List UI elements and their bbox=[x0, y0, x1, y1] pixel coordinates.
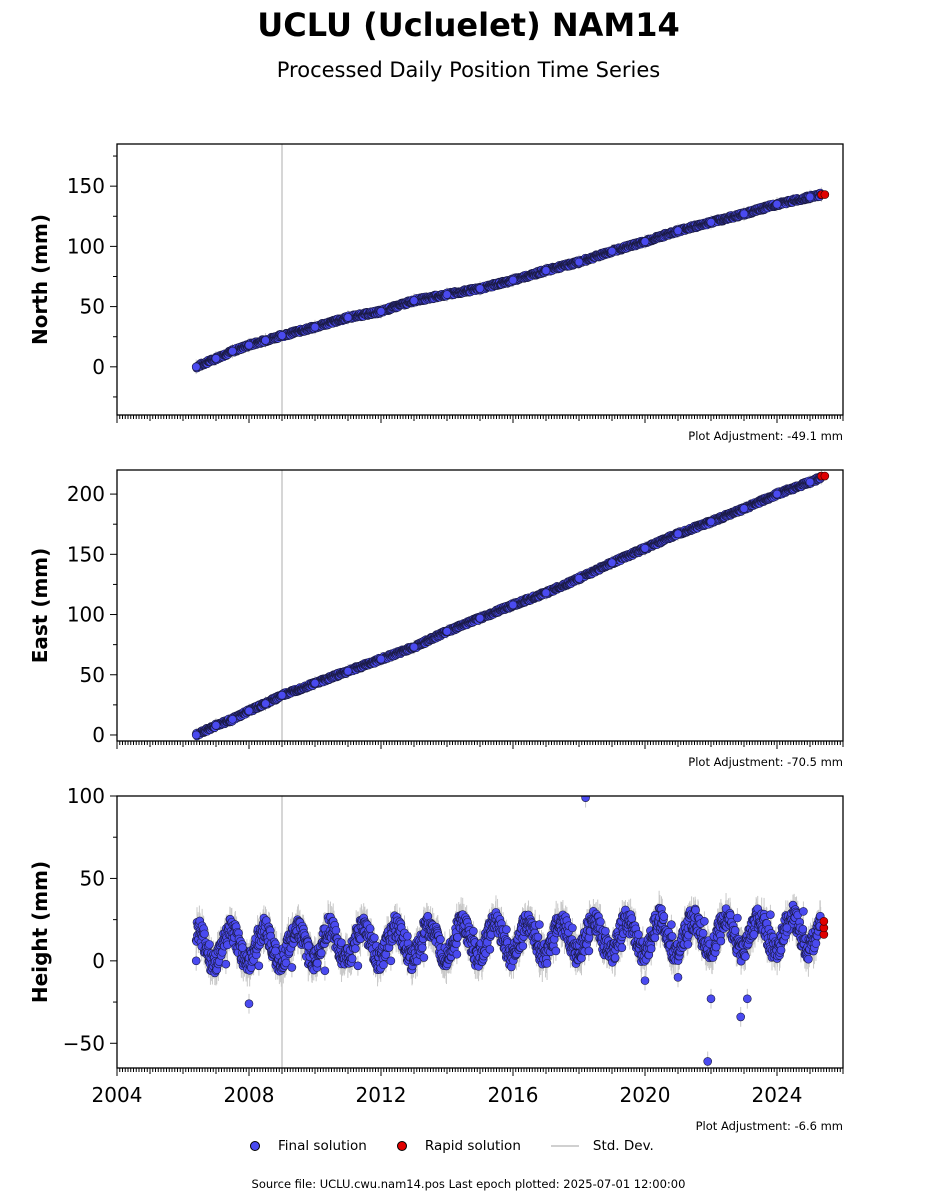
final-solution-point bbox=[739, 209, 749, 219]
final-solution-point bbox=[261, 336, 270, 345]
final-solution-point bbox=[211, 354, 221, 363]
final-solution-point bbox=[228, 346, 237, 356]
panel-frame bbox=[116, 143, 844, 416]
y-axis-label: North (mm) bbox=[28, 214, 52, 345]
plot-area bbox=[191, 470, 830, 741]
plot-area bbox=[191, 187, 830, 375]
final-solution-point bbox=[673, 226, 683, 236]
final-solution-point bbox=[772, 199, 782, 209]
final-solution-point bbox=[442, 290, 452, 299]
y-tick-label: 150 bbox=[67, 174, 105, 198]
final-solution-point bbox=[376, 307, 386, 316]
page-title: UCLU (Ucluelet) NAM14 bbox=[257, 6, 680, 44]
final-solution-point bbox=[805, 192, 815, 202]
final-solution-point bbox=[191, 362, 201, 372]
rapid-solution-point bbox=[820, 190, 830, 199]
final-solution-points bbox=[191, 188, 826, 373]
page-subtitle: Processed Daily Position Time Series bbox=[276, 58, 661, 82]
final-solution-point bbox=[277, 331, 287, 340]
final-solution-point bbox=[706, 217, 716, 227]
y-tick-label: 50 bbox=[80, 295, 105, 319]
plot-adjustment-text: Plot Adjustment: -49.1 mm bbox=[688, 429, 843, 443]
final-solution-point bbox=[244, 340, 254, 350]
final-solution-point bbox=[409, 296, 419, 305]
final-solution-point bbox=[640, 237, 650, 246]
final-solution-point bbox=[343, 313, 353, 322]
y-tick-label: 100 bbox=[67, 234, 105, 258]
final-solution-point bbox=[574, 257, 584, 267]
final-solution-point bbox=[607, 246, 617, 256]
final-solution-point bbox=[508, 275, 518, 285]
final-solution-point bbox=[541, 266, 551, 275]
final-solution-point bbox=[475, 284, 485, 293]
y-tick-label: 0 bbox=[92, 355, 105, 379]
final-solution-point bbox=[310, 322, 320, 332]
panel-north: 0 50 100 150 North (mm) Plot Adjustment: -49.… bbox=[28, 143, 844, 443]
